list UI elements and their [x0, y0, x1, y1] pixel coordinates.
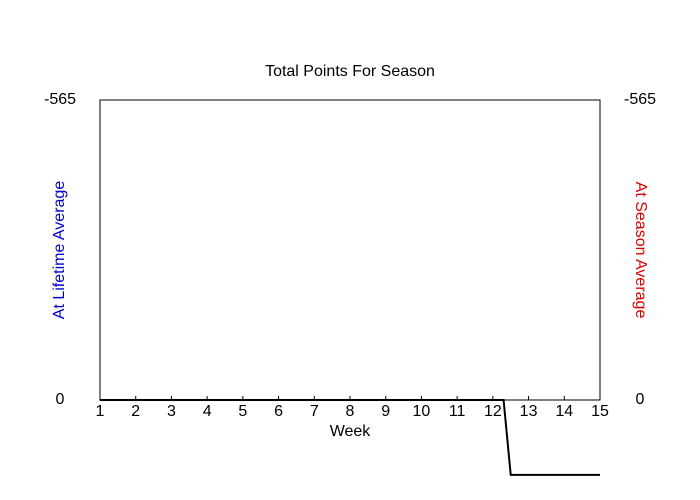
y2-tick-label: 0 — [636, 391, 645, 408]
x-tick-label: 2 — [131, 403, 140, 420]
x-tick-label: 9 — [381, 403, 390, 420]
plot-frame — [99, 99, 601, 401]
y-tick-label: 0 — [56, 391, 65, 408]
x-tick-label: 11 — [449, 403, 466, 420]
x-tick-label: 8 — [346, 403, 355, 420]
x-tick-label: 7 — [310, 403, 319, 420]
y2-axis-label: At Season Average — [632, 182, 649, 319]
x-tick-label: 5 — [238, 403, 247, 420]
x-tick-label: 12 — [484, 403, 502, 420]
x-tick-label: 15 — [591, 403, 609, 420]
y2-tick-label: -565 — [624, 91, 656, 108]
x-tick-label: 3 — [167, 403, 176, 420]
x-tick-label: 14 — [555, 403, 573, 420]
x-tick-label: 4 — [203, 403, 212, 420]
y-tick-label: -565 — [44, 91, 76, 108]
x-axis-label: Week — [330, 423, 372, 440]
x-tick-label: 6 — [274, 403, 283, 420]
x-tick-label: 10 — [413, 403, 431, 420]
chart-title: Total Points For Season — [265, 63, 435, 80]
x-tick-label: 1 — [96, 403, 105, 420]
x-tick-label: 13 — [520, 403, 538, 420]
data-line — [100, 399, 600, 476]
y-axis-label: At Lifetime Average — [51, 181, 68, 320]
